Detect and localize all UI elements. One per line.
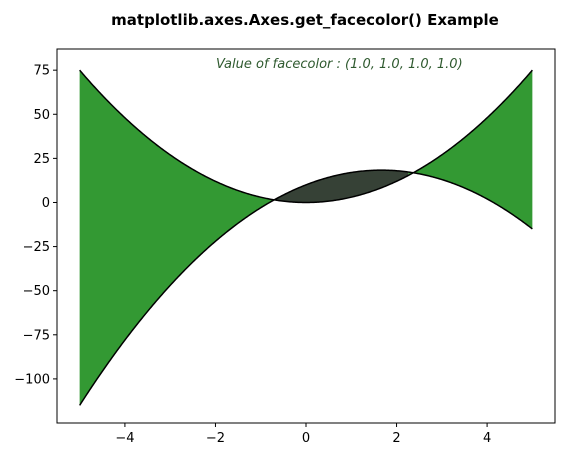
y-tick-label: −50: [23, 284, 50, 299]
x-tick-label: −4: [115, 431, 134, 446]
x-tick-label: 0: [302, 431, 310, 446]
y-tick-label: 0: [42, 196, 50, 211]
chart-annotation: Value of facecolor : (1.0, 1.0, 1.0, 1.0…: [216, 57, 463, 72]
y-tick-label: −75: [23, 328, 50, 343]
y-tick-label: 25: [33, 152, 50, 167]
x-tick-label: −2: [206, 431, 225, 446]
x-tick-label: 4: [483, 431, 491, 446]
y-tick-label: 50: [33, 108, 50, 123]
y-tick-label: 75: [33, 64, 50, 79]
chart-title: matplotlib.axes.Axes.get_facecolor() Exa…: [111, 11, 499, 29]
series-line-2: [79, 169, 533, 406]
fill-region-right: [408, 70, 533, 229]
series-line-1: [79, 69, 533, 204]
x-tick-label: 2: [392, 431, 400, 446]
fill-region-middle: [271, 170, 409, 203]
y-tick-label: −100: [14, 372, 50, 387]
plot-area: −4 −2 0 2 4 75 50 25 0 −25 −50 −75 −100: [14, 48, 556, 446]
y-tick-label: −25: [23, 240, 50, 255]
fill-region-left: [79, 70, 272, 406]
